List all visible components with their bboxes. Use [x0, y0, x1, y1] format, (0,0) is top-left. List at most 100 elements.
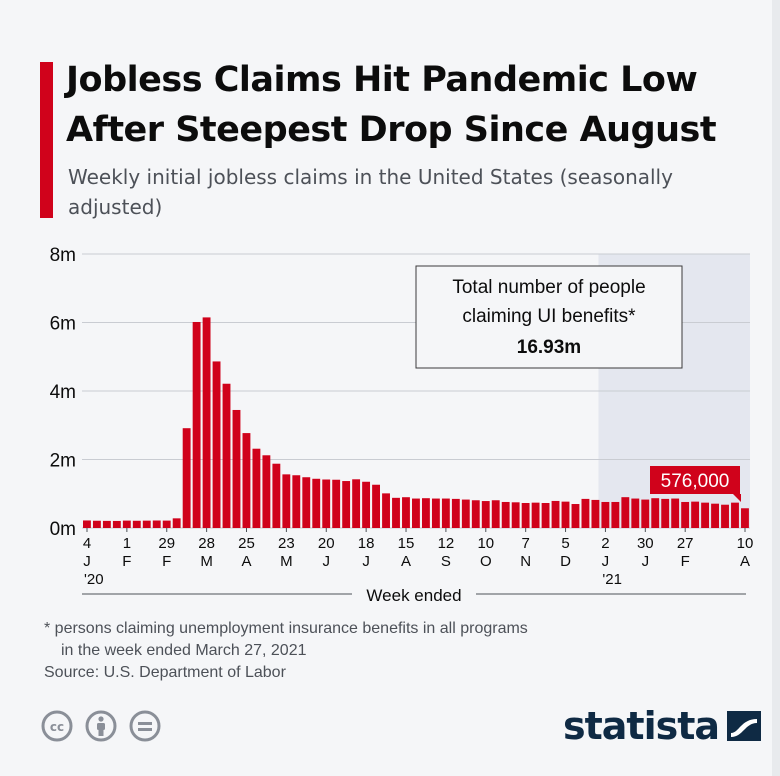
- bar: [332, 479, 341, 528]
- bar: [501, 501, 510, 528]
- bar: [621, 497, 630, 528]
- bar: [441, 498, 450, 528]
- cc-icon[interactable]: cc: [41, 710, 73, 742]
- bar: [651, 498, 660, 528]
- x-tick-month: A: [241, 553, 251, 570]
- x-tick-month: M: [280, 553, 293, 570]
- bar: [451, 498, 460, 528]
- callout-badge: [650, 466, 740, 494]
- x-tick-month: J: [362, 553, 370, 570]
- bar: [392, 497, 400, 528]
- bar: [222, 383, 231, 528]
- x-tick-day: 18: [358, 535, 375, 552]
- y-tick-label: 4m: [50, 382, 76, 403]
- bar: [322, 479, 331, 528]
- x-tick-month: J: [642, 553, 650, 570]
- brand-wordmark: statista: [563, 704, 720, 748]
- x-tick-day: 4: [83, 535, 91, 552]
- x-tick-month: J: [602, 553, 610, 570]
- x-tick-month: M: [200, 553, 213, 570]
- annotation-box: [415, 265, 683, 369]
- bar: [132, 520, 141, 528]
- bar: [611, 501, 620, 528]
- bar: [731, 502, 739, 528]
- attribution-icon[interactable]: [85, 710, 117, 742]
- bar: [292, 475, 301, 528]
- bar: [601, 501, 610, 528]
- callout-value: 576,000: [661, 471, 730, 492]
- bar: [402, 497, 410, 528]
- annotation-line-2: claiming UI benefits*: [462, 306, 636, 327]
- bar: [711, 503, 719, 528]
- bar: [342, 481, 351, 528]
- bar: [701, 502, 710, 528]
- x-tick-month: S: [441, 553, 451, 570]
- bar: [631, 498, 640, 528]
- title-accent-bar: [40, 62, 53, 218]
- source-note: Source: U.S. Department of Labor: [44, 664, 286, 681]
- x-tick-day: 10: [477, 535, 494, 552]
- x-tick-day: 5: [561, 535, 569, 552]
- y-tick-label: 2m: [50, 451, 76, 472]
- bar: [541, 503, 550, 528]
- x-tick-day: 2: [601, 535, 609, 552]
- bar: [412, 498, 420, 528]
- bar: [83, 520, 91, 528]
- bar: [172, 518, 181, 528]
- bar: [691, 501, 700, 528]
- bar: [551, 500, 560, 528]
- bar: [192, 321, 201, 528]
- x-tick-month: F: [162, 553, 171, 570]
- bar: [571, 504, 580, 528]
- bar: [242, 433, 251, 528]
- bar: [481, 501, 490, 528]
- bar: [661, 498, 670, 528]
- x-tick-month: A: [740, 553, 750, 570]
- bar: [511, 502, 520, 528]
- bar: [431, 498, 440, 528]
- bar: [641, 499, 650, 528]
- bar: [92, 520, 101, 528]
- y-tick-label: 0m: [50, 519, 76, 540]
- bar: [721, 504, 729, 528]
- chart-subtitle: Weekly initial jobless claims in the Uni…: [68, 165, 673, 219]
- x-tick-month: O: [480, 553, 492, 570]
- x-tick-month: A: [401, 553, 411, 570]
- x-tick-year: '21: [602, 571, 622, 588]
- x-tick-day: 28: [198, 535, 215, 552]
- bar: [142, 520, 151, 528]
- bar: [521, 503, 530, 528]
- footnote-line-2: in the week ended March 27, 2021: [61, 642, 307, 659]
- statista-logo[interactable]: statista: [563, 704, 762, 748]
- x-tick-day: 27: [677, 535, 694, 552]
- x-tick-day: 10: [737, 535, 754, 552]
- y-tick-label: 8m: [50, 245, 76, 266]
- bar: [461, 499, 470, 528]
- x-tick-day: 30: [637, 535, 654, 552]
- x-axis-title-bg: [352, 582, 476, 606]
- bar: [162, 520, 171, 528]
- no-derivatives-icon[interactable]: [129, 710, 161, 742]
- bar: [421, 498, 430, 528]
- annotation-value: 16.93m: [517, 337, 581, 358]
- bar: [372, 484, 380, 528]
- x-tick-month: F: [122, 553, 131, 570]
- chart-title: Jobless Claims Hit Pandemic Low After St…: [66, 60, 717, 150]
- x-tick-day: 15: [398, 535, 415, 552]
- x-axis-title: Week ended: [366, 586, 461, 605]
- x-tick-year: '20: [84, 571, 104, 588]
- x-tick-day: 25: [238, 535, 255, 552]
- bar: [252, 448, 261, 528]
- bar: [491, 500, 500, 528]
- bar: [531, 502, 540, 528]
- statista-logo-icon: [727, 711, 762, 741]
- bar: [352, 479, 361, 528]
- bar: [102, 520, 111, 528]
- license-icons: cc: [41, 710, 161, 742]
- x-tick-day: 12: [438, 535, 455, 552]
- bar: [232, 409, 241, 528]
- bar: [282, 474, 291, 528]
- x-tick-month: D: [560, 553, 571, 570]
- bar: [681, 501, 690, 528]
